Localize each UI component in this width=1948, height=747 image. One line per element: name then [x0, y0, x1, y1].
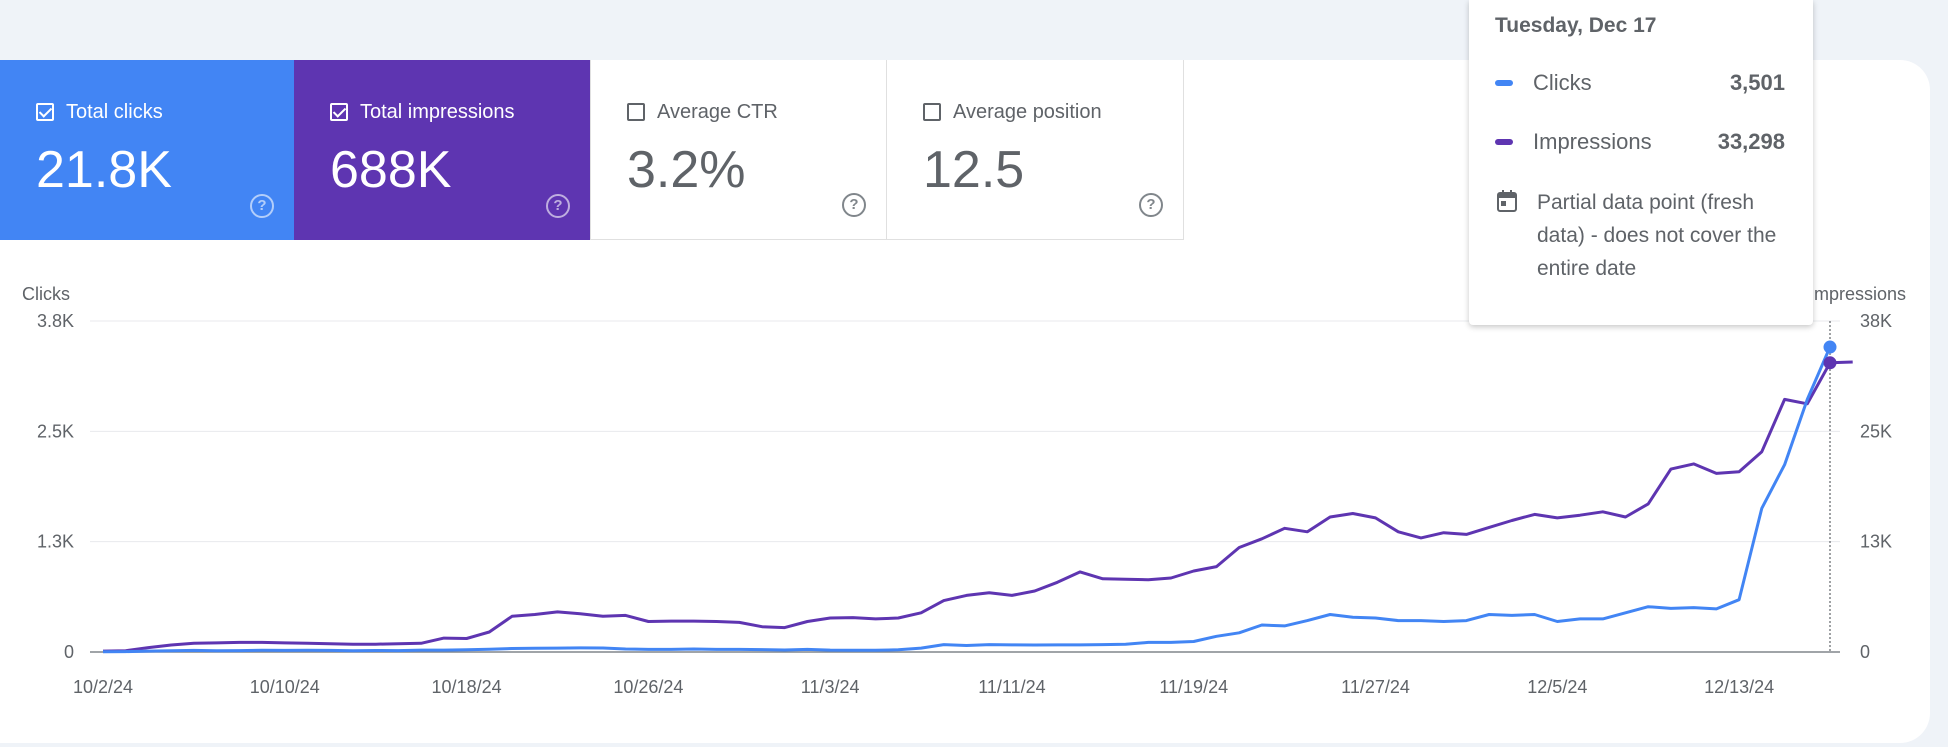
metric-value: 688K	[330, 141, 452, 199]
x-tick-label: 11/3/24	[801, 677, 860, 697]
x-tick-label: 12/5/24	[1527, 677, 1587, 697]
series-line-impressions	[102, 360, 1853, 653]
metric-card-average-ctr[interactable]: Average CTR 3.2% ?	[590, 60, 887, 240]
metric-value: 12.5	[923, 141, 1025, 199]
x-tick-label: 11/27/24	[1341, 677, 1410, 697]
tooltip-impressions-value: 33,298	[1717, 129, 1785, 154]
y-tick-label-left: 0	[64, 642, 74, 662]
y-tick-label-right: 38K	[1860, 311, 1892, 331]
y-axis-label-right: Impressions	[1809, 284, 1906, 304]
y-ticks: 0 0 1.3K 13K 2.5K 25K 3.8K 38K	[37, 311, 1892, 662]
tooltip-date: Tuesday, Dec 17	[1495, 14, 1657, 37]
metric-label: Average position	[953, 100, 1102, 123]
y-tick-label-right: 0	[1860, 642, 1870, 662]
metric-card-total-clicks[interactable]: Total clicks 21.8K ?	[0, 60, 294, 240]
y-axis-label-left: Clicks	[22, 284, 70, 304]
tooltip-clicks-value: 3,501	[1729, 70, 1785, 95]
y-tick-label-right: 25K	[1860, 421, 1892, 441]
tooltip-impressions-label: Impressions	[1533, 129, 1652, 154]
data-point-tooltip: Tuesday, Dec 17 Clicks 3,501 Impressions…	[1469, 0, 1813, 325]
checkbox-icon[interactable]	[923, 103, 941, 121]
checkbox-icon[interactable]	[627, 103, 645, 121]
metric-value: 21.8K	[36, 141, 172, 199]
x-tick-label: 12/13/24	[1704, 677, 1774, 697]
help-icon[interactable]: ?	[1139, 193, 1163, 217]
tooltip-impressions-row: Impressions 33,298	[1495, 127, 1785, 157]
metric-label: Total impressions	[360, 100, 515, 123]
x-tick-label: 11/19/24	[1159, 677, 1228, 697]
y-tick-label-right: 13K	[1860, 532, 1892, 552]
x-tick-label: 10/2/24	[73, 677, 133, 697]
metric-label: Average CTR	[657, 100, 778, 123]
tooltip-clicks-row: Clicks 3,501	[1495, 68, 1785, 98]
metric-label: Total clicks	[66, 100, 163, 123]
y-tick-label-left: 2.5K	[37, 421, 74, 441]
x-tick-label: 10/18/24	[432, 677, 502, 697]
help-icon[interactable]: ?	[842, 193, 866, 217]
help-icon[interactable]: ?	[250, 194, 274, 218]
tooltip-clicks-label: Clicks	[1533, 70, 1592, 95]
clicks-legend-dot	[1495, 80, 1513, 86]
metric-card-average-position[interactable]: Average position 12.5 ?	[887, 60, 1184, 240]
metric-value: 3.2%	[627, 141, 746, 199]
x-ticks: 10/2/24 10/10/24 10/18/24 10/26/24 11/3/24 11…	[73, 677, 1774, 697]
tooltip-note: Partial data point (fresh data) - does n…	[1495, 186, 1785, 285]
checkbox-icon[interactable]	[330, 103, 348, 121]
impressions-legend-dot	[1495, 139, 1513, 145]
checkbox-icon[interactable]	[36, 103, 54, 121]
x-tick-label: 11/11/24	[978, 677, 1045, 697]
help-icon[interactable]: ?	[546, 194, 570, 218]
x-tick-label: 10/26/24	[613, 677, 683, 697]
y-tick-label-left: 1.3K	[37, 532, 74, 552]
series-line-clicks	[102, 346, 1832, 654]
y-tick-label-left: 3.8K	[37, 311, 74, 331]
hover-point-clicks	[1823, 340, 1837, 354]
metric-card-total-impressions[interactable]: Total impressions 688K ?	[294, 60, 590, 240]
hover-point-impressions	[1823, 356, 1837, 370]
chart-series	[102, 346, 1853, 654]
x-tick-label: 10/10/24	[250, 677, 320, 697]
calendar-icon	[1497, 190, 1517, 212]
chart-grid	[90, 320, 1840, 653]
tooltip-note-text: Partial data point (fresh data) - does n…	[1537, 191, 1777, 280]
hover-points	[1823, 340, 1837, 370]
